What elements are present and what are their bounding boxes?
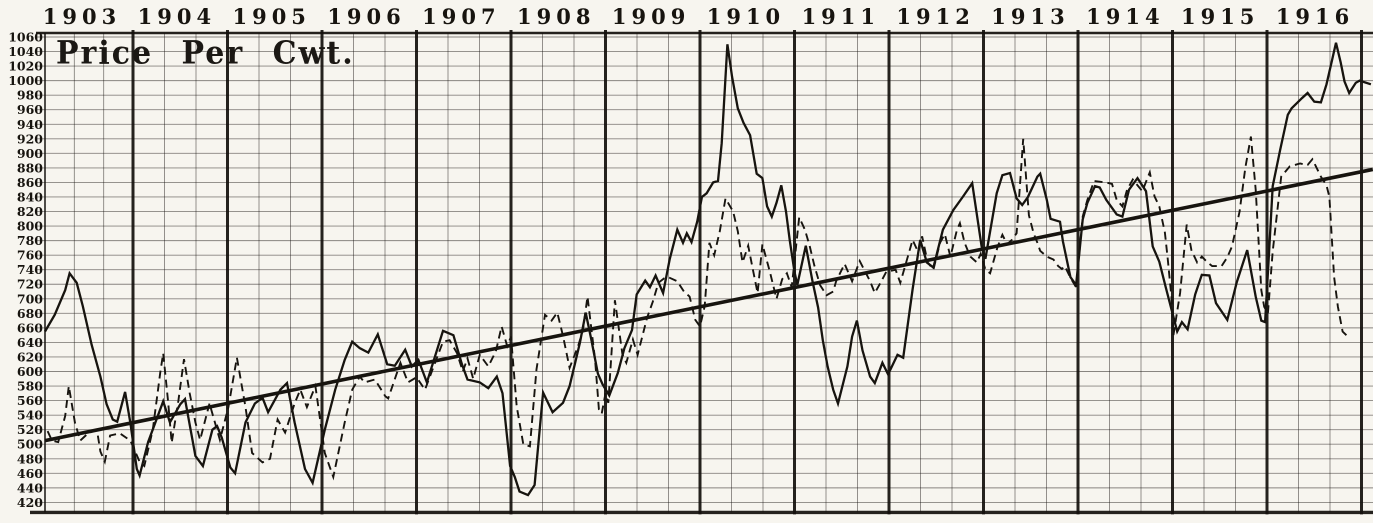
year-label: 1903 [43, 4, 121, 29]
year-label: 1912 [896, 4, 974, 29]
year-label: 1908 [517, 4, 595, 29]
y-tick-label: 680 [17, 306, 43, 321]
y-tick-label: 920 [17, 131, 43, 146]
y-tick-label: 460 [17, 466, 43, 481]
year-label: 1905 [232, 4, 310, 29]
y-tick-label: 940 [17, 117, 43, 132]
y-tick-label: 1000 [8, 73, 43, 88]
y-tick-label: 900 [17, 146, 43, 161]
year-label: 1911 [802, 4, 880, 29]
y-tick-label: 740 [17, 262, 43, 277]
y-tick-label: 520 [17, 422, 43, 437]
year-label: 1915 [1181, 4, 1259, 29]
year-label: 1916 [1276, 4, 1354, 29]
y-tick-label: 660 [17, 320, 43, 335]
y-tick-label: 560 [17, 393, 43, 408]
price-dashed-line [46, 136, 1348, 481]
y-tick-label: 880 [17, 160, 43, 175]
data-series [44, 42, 1373, 497]
y-tick-label: 540 [17, 408, 43, 423]
y-tick-label: 1040 [8, 44, 43, 59]
y-tick-label: 1020 [8, 59, 43, 74]
grid-lines [30, 30, 1373, 515]
year-label: 1914 [1086, 4, 1164, 29]
y-tick-label: 780 [17, 233, 43, 248]
y-tick-label: 840 [17, 189, 43, 204]
year-label: 1909 [612, 4, 690, 29]
y-tick-label: 820 [17, 204, 43, 219]
y-tick-label: 1060 [8, 30, 43, 45]
y-tick-label: 620 [17, 349, 43, 364]
year-label: 1910 [707, 4, 785, 29]
y-tick-label: 480 [17, 451, 43, 466]
price-solid-line [44, 42, 1372, 497]
trend-line [44, 167, 1373, 443]
y-tick-label: 600 [17, 364, 43, 379]
year-label: 1904 [138, 4, 216, 29]
y-axis-labels: 1060104010201000980960940920900880860840… [8, 30, 43, 510]
y-tick-label: 700 [17, 291, 43, 306]
y-tick-label: 720 [17, 277, 43, 292]
year-label: 1913 [991, 4, 1069, 29]
y-tick-label: 980 [17, 88, 43, 103]
y-tick-label: 420 [17, 495, 43, 510]
y-tick-label: 580 [17, 379, 43, 394]
y-tick-label: 800 [17, 219, 43, 234]
y-tick-label: 860 [17, 175, 43, 190]
y-tick-label: 500 [17, 437, 43, 452]
y-tick-label: 960 [17, 102, 43, 117]
y-tick-label: 760 [17, 248, 43, 263]
year-labels: 1903 1904 1905 1906 1907 1908 1909 1910 1911 1912… [43, 4, 1354, 29]
y-tick-label: 640 [17, 335, 43, 350]
year-label: 1907 [422, 4, 500, 29]
year-label: 1906 [327, 4, 405, 29]
y-tick-label: 440 [17, 480, 43, 495]
chart-title: Price Per Cwt. [56, 35, 355, 72]
